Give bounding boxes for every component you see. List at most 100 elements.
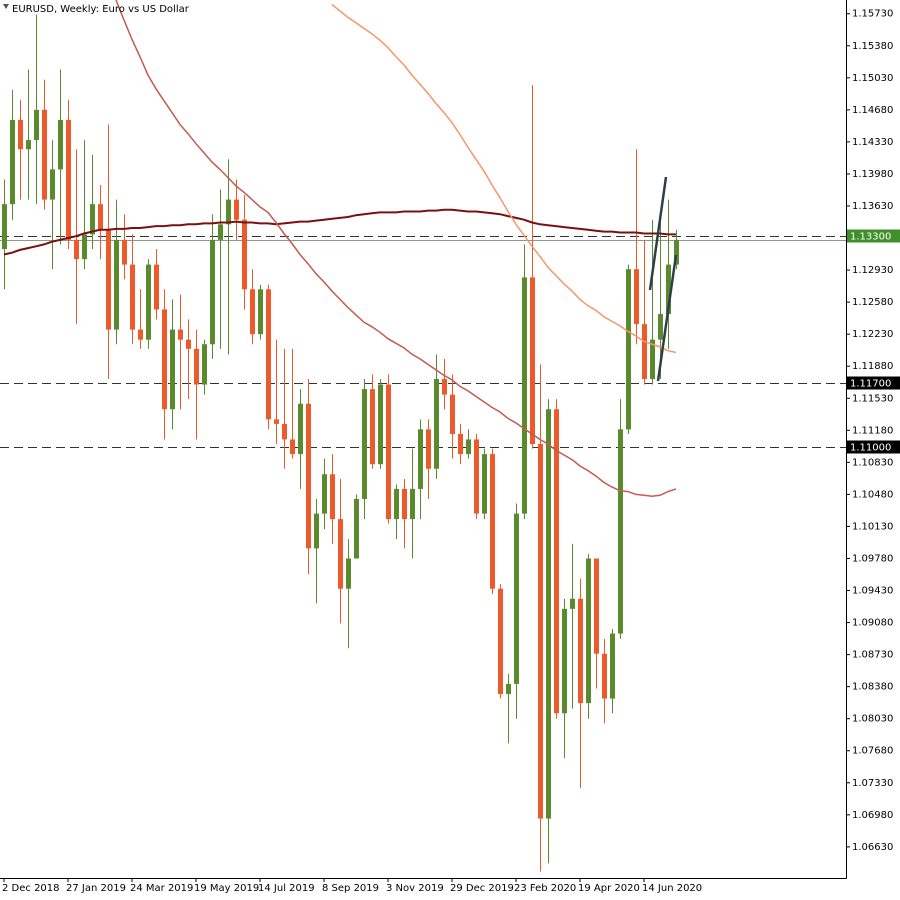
y-tick-label: 1.13980 (852, 169, 893, 180)
candle-body (330, 474, 335, 520)
level-label-box (847, 376, 900, 390)
candle-body (378, 384, 383, 465)
candle-body (346, 558, 351, 589)
candle-body (50, 169, 55, 200)
candle-body (10, 119, 15, 205)
candle-body (290, 439, 295, 455)
y-tick-label: 1.09430 (852, 586, 893, 597)
level-label-box (847, 440, 900, 454)
candle-body (298, 403, 303, 455)
x-tick-label: 19 May 2019 (194, 883, 259, 894)
candle-body (658, 314, 663, 340)
x-tick-label: 3 Nov 2019 (386, 883, 444, 894)
y-tick-label: 1.11180 (852, 425, 893, 436)
candle-body (282, 423, 287, 440)
candle-body (306, 403, 311, 549)
y-tick-label: 1.09780 (852, 553, 893, 564)
y-tick-label: 1.14680 (852, 105, 893, 116)
candle-body (242, 219, 247, 290)
y-tick-label: 1.06630 (852, 842, 893, 853)
y-tick-label: 1.07330 (852, 778, 893, 789)
candle-body (362, 389, 367, 499)
y-tick-label: 1.08730 (852, 650, 893, 661)
candle-body (154, 264, 159, 310)
x-tick-label: 8 Sep 2019 (322, 883, 379, 894)
candle-body (202, 344, 207, 385)
level-label: 1.13300 (850, 232, 891, 243)
candle-body (586, 558, 591, 704)
candle-body (354, 498, 359, 559)
candle-body (562, 608, 567, 714)
candle-body (602, 653, 607, 699)
candle-body (506, 683, 511, 694)
y-tick-label: 1.14330 (852, 137, 893, 148)
candle-body (578, 598, 583, 704)
candle-body (370, 389, 375, 465)
plot-area (0, 0, 846, 872)
candle-body (58, 119, 63, 170)
candle-body (642, 324, 647, 380)
candle-body (90, 204, 95, 235)
candle-body (170, 329, 175, 410)
candle-body (554, 409, 559, 714)
candle-body (314, 513, 319, 549)
symbol-icon (3, 4, 9, 9)
candle-body (42, 109, 47, 200)
candle-body (138, 329, 143, 340)
y-tick-label: 1.08380 (852, 682, 893, 693)
moving-average (331, 4, 677, 354)
candle-body (210, 239, 215, 345)
candle-body (570, 598, 575, 609)
trend-line (648, 176, 668, 291)
candle-body (538, 444, 543, 819)
y-tick-label: 1.10480 (852, 489, 893, 500)
candle-body (82, 234, 87, 260)
candle-body (74, 239, 79, 260)
y-tick-label: 1.11530 (852, 393, 893, 404)
candle-body (218, 224, 223, 240)
candle-body (594, 558, 599, 654)
trend-lines (648, 176, 678, 382)
moving-average (3, 208, 676, 256)
candle-body (410, 488, 415, 520)
candle-body (434, 379, 439, 469)
level-label: 1.11000 (850, 443, 891, 454)
candle-body (322, 474, 327, 514)
candle-body (650, 339, 655, 380)
candle-body (2, 204, 7, 250)
level-label: 1.11700 (850, 379, 891, 390)
candle-body (274, 419, 279, 424)
candle-body (458, 433, 463, 455)
candle-body (226, 199, 231, 225)
y-tick-label: 1.09080 (852, 618, 893, 629)
candle-body (618, 429, 623, 634)
candle-body (450, 394, 455, 434)
x-tick-label: 2 Dec 2018 (2, 883, 60, 894)
candle-body (266, 289, 271, 420)
candle-body (250, 289, 255, 335)
y-tick-label: 1.08030 (852, 714, 893, 725)
candle-body (18, 119, 23, 150)
candle-body (426, 429, 431, 469)
y-tick-label: 1.15380 (852, 41, 893, 52)
candle-body (146, 264, 151, 340)
x-tick-label: 27 Jan 2019 (66, 883, 126, 894)
y-tick-label: 1.15030 (852, 73, 893, 84)
y-tick-label: 1.12580 (852, 297, 893, 308)
candle-body (178, 329, 183, 340)
candle-body (634, 269, 639, 325)
candle-body (610, 633, 615, 699)
x-tick-label: 29 Dec 2019 (450, 883, 514, 894)
candle-body (386, 384, 391, 520)
candle-body (402, 488, 407, 520)
x-tick-label: 24 Mar 2019 (130, 883, 193, 894)
candle-body (530, 277, 535, 445)
candle-body (130, 264, 135, 330)
x-tick-label: 23 Feb 2020 (514, 883, 576, 894)
candle-body (258, 289, 263, 335)
y-tick-label: 1.11880 (852, 361, 893, 372)
candle-body (338, 519, 343, 589)
y-tick-label: 1.15730 (852, 9, 893, 20)
